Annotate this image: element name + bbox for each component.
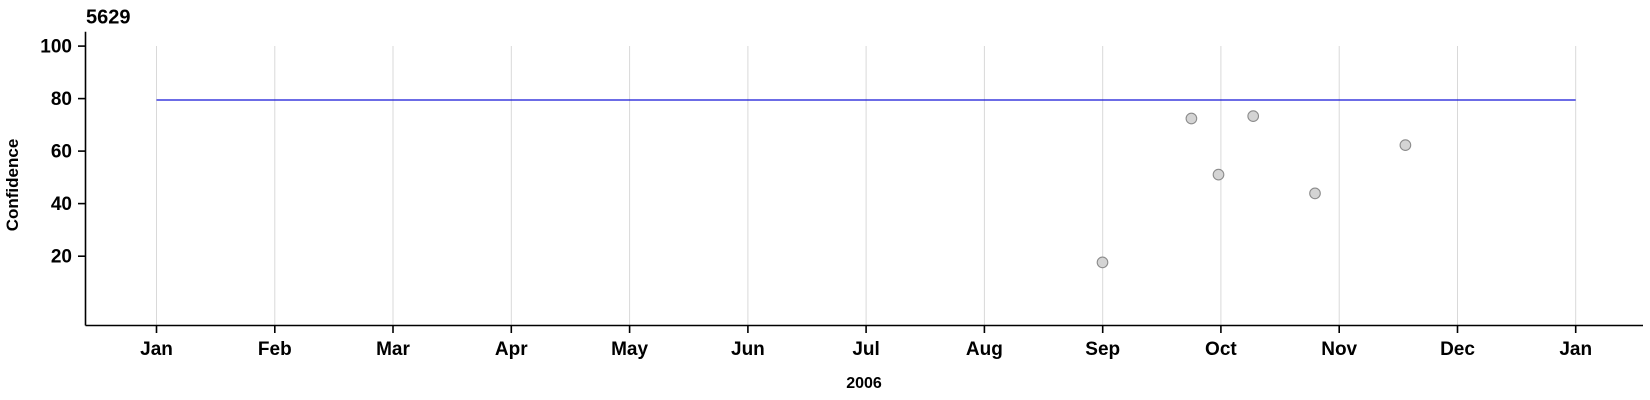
svg-text:2006: 2006 <box>846 375 882 392</box>
svg-text:Apr: Apr <box>495 339 528 360</box>
svg-text:Nov: Nov <box>1321 339 1357 360</box>
svg-text:Dec: Dec <box>1440 339 1475 360</box>
svg-text:20: 20 <box>51 247 72 268</box>
svg-text:May: May <box>611 339 648 360</box>
svg-text:Sep: Sep <box>1085 339 1120 360</box>
svg-text:80: 80 <box>51 89 72 110</box>
svg-text:Jan: Jan <box>140 339 173 360</box>
svg-text:5629: 5629 <box>86 7 131 29</box>
svg-text:Jun: Jun <box>731 339 765 360</box>
svg-text:Mar: Mar <box>376 339 410 360</box>
svg-text:60: 60 <box>51 142 72 163</box>
svg-text:Aug: Aug <box>966 339 1003 360</box>
svg-text:Confidence: Confidence <box>3 139 22 232</box>
svg-text:Jul: Jul <box>852 339 879 360</box>
svg-text:Feb: Feb <box>258 339 292 360</box>
svg-text:100: 100 <box>40 37 72 58</box>
svg-text:Oct: Oct <box>1205 339 1237 360</box>
svg-text:40: 40 <box>51 194 72 215</box>
svg-text:Jan: Jan <box>1559 339 1592 360</box>
